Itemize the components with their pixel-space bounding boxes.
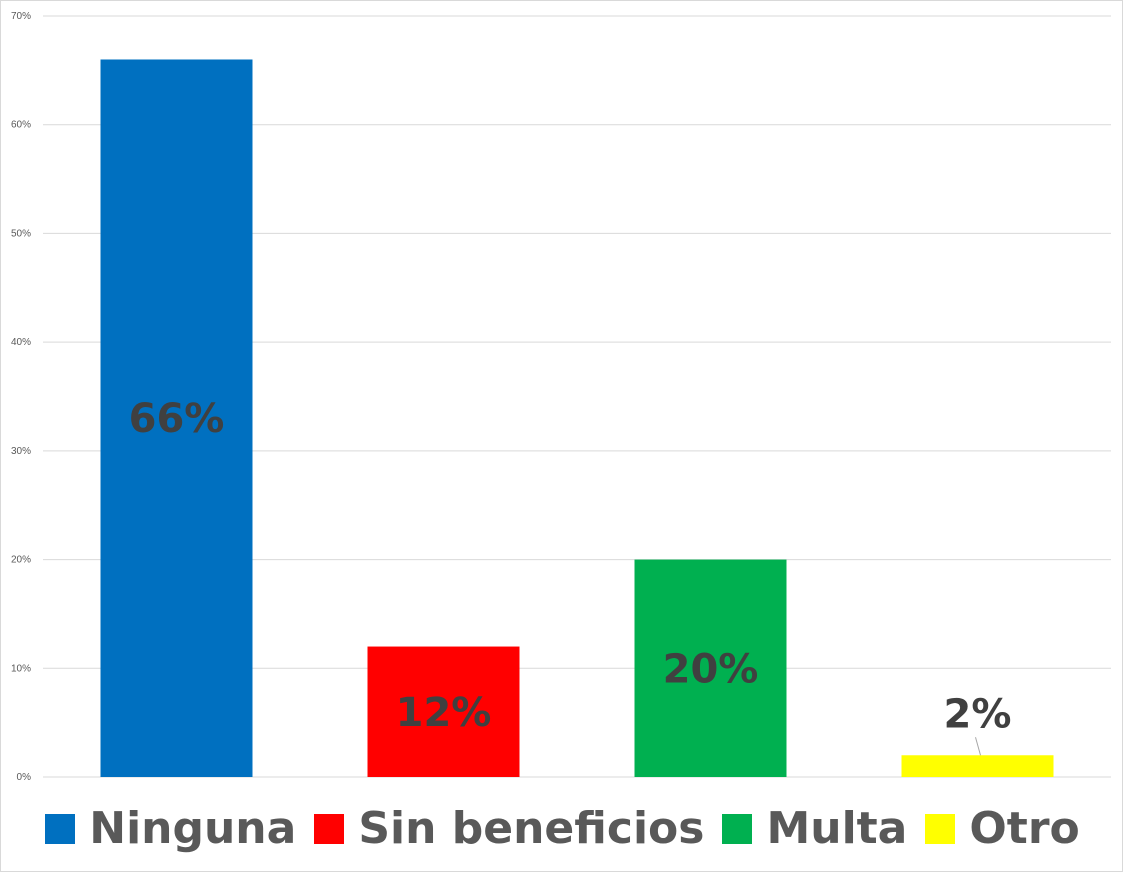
y-tick-label: 60%: [11, 120, 31, 131]
bar-otro: [901, 755, 1054, 777]
legend-label: Ninguna: [89, 803, 297, 854]
legend-swatch: [314, 814, 345, 844]
legend-swatch: [722, 814, 753, 844]
bar-sin-beneficios: [367, 646, 520, 777]
y-tick-label: 40%: [11, 337, 31, 348]
legend-item: Sin beneficios: [314, 807, 704, 851]
legend-item: Ninguna: [45, 807, 296, 851]
y-tick-label: 0%: [17, 772, 32, 783]
legend-label: Multa: [766, 803, 908, 854]
y-tick-label: 20%: [11, 555, 31, 566]
chart-legend: Ninguna Sin beneficios Multa Otro: [1, 797, 1123, 861]
legend-swatch: [45, 814, 76, 844]
bar-multa: [634, 559, 787, 777]
y-tick-label: 70%: [11, 11, 31, 22]
bar-chart: 0% 10% 20% 30% 40% 50% 60% 70% 66% 12% 20% 2%: [11, 11, 1111, 783]
data-label-leader: [975, 737, 981, 756]
data-label: 2%: [944, 691, 1012, 737]
legend-swatch: [925, 814, 956, 844]
y-tick-label: 50%: [11, 228, 31, 239]
legend-label: Otro: [969, 803, 1080, 854]
legend-item: Multa: [722, 807, 907, 851]
data-label: 12%: [396, 690, 492, 736]
data-label: 66%: [129, 396, 225, 442]
data-label: 20%: [663, 646, 759, 692]
y-tick-label: 10%: [11, 663, 31, 674]
legend-label: Sin beneficios: [358, 803, 705, 854]
bar-ninguna: [100, 59, 253, 777]
y-tick-label: 30%: [11, 446, 31, 457]
legend-item: Otro: [925, 803, 1080, 854]
